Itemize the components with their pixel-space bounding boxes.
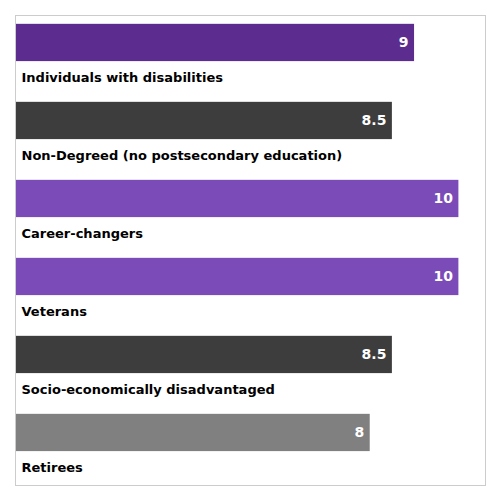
svg-text:Veterans: Veterans <box>22 304 88 319</box>
svg-text:Career-changers: Career-changers <box>22 226 144 241</box>
svg-text:Non-Degreed (no postsecondary: Non-Degreed (no postsecondary education) <box>22 148 343 163</box>
svg-text:Socio-economically disadvantag: Socio-economically disadvantaged <box>22 382 275 397</box>
svg-text:9: 9 <box>399 34 409 50</box>
svg-text:Individuals with disabilities: Individuals with disabilities <box>22 70 224 85</box>
svg-text:8: 8 <box>354 424 364 440</box>
svg-text:10: 10 <box>433 268 453 284</box>
svg-text:Retirees: Retirees <box>22 460 84 475</box>
svg-text:8.5: 8.5 <box>362 346 387 362</box>
svg-text:8.5: 8.5 <box>362 112 387 128</box>
svg-text:10: 10 <box>433 190 453 206</box>
